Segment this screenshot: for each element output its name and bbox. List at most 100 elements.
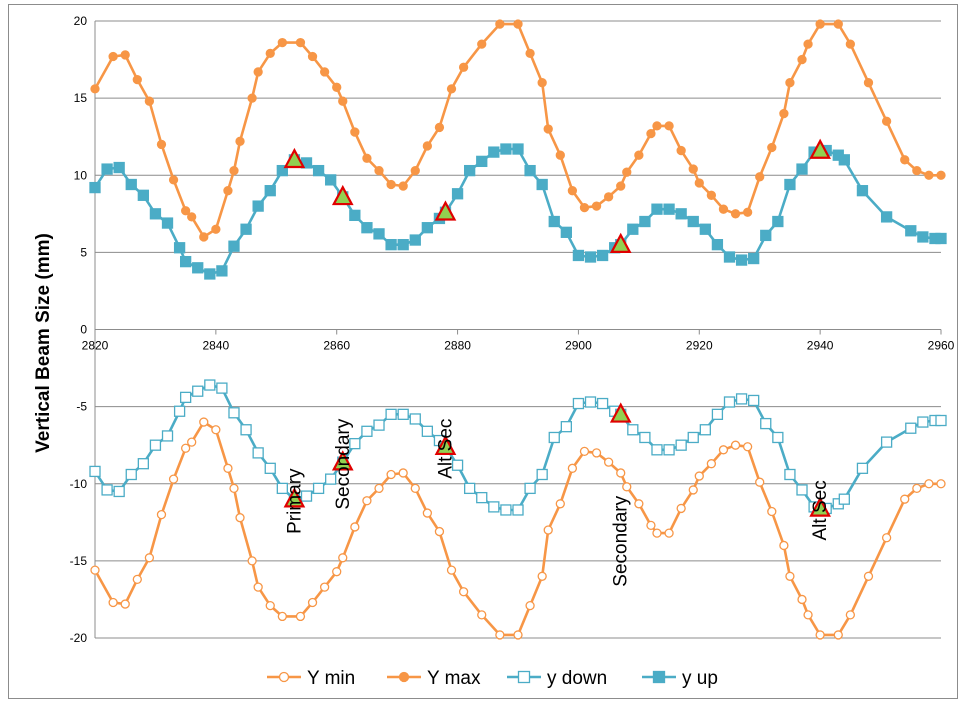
data-point: [373, 419, 385, 431]
x-tick-label: 2920: [686, 339, 713, 353]
data-point: [101, 163, 113, 175]
data-point: [718, 204, 729, 214]
data-point: [880, 436, 893, 448]
data-point: [312, 482, 325, 495]
data-point: [935, 232, 947, 245]
data-point: [512, 504, 524, 516]
triangle-marker: [809, 496, 831, 517]
legend-item-y-up: y up: [642, 668, 718, 689]
data-point: [446, 565, 457, 575]
data-point: [349, 209, 361, 222]
data-point: [332, 567, 342, 577]
data-point: [664, 528, 674, 538]
data-point: [409, 234, 421, 246]
x-tick-label: 2960: [928, 339, 955, 353]
data-point: [524, 164, 536, 177]
y-tick-label: -5: [76, 400, 87, 414]
data-point: [386, 469, 396, 480]
data-point: [374, 483, 384, 494]
data-point: [755, 172, 765, 182]
data-point: [307, 51, 318, 62]
data-point: [784, 178, 796, 191]
data-point: [730, 209, 741, 219]
data-point: [240, 223, 252, 235]
data-point: [477, 610, 487, 620]
data-point: [591, 201, 602, 211]
data-point: [168, 175, 179, 185]
data-point: [180, 443, 191, 453]
data-point: [168, 474, 179, 484]
data-point: [229, 483, 239, 494]
data-point: [760, 417, 772, 430]
triangle-marker: [609, 402, 632, 423]
data-point: [900, 155, 910, 165]
data-point: [536, 178, 548, 191]
data-point: [881, 533, 892, 543]
data-point: [785, 78, 795, 88]
data-point: [735, 254, 748, 266]
data-point: [253, 582, 263, 592]
legend-label: y up: [682, 668, 718, 689]
data-point: [579, 202, 590, 213]
data-point: [265, 600, 275, 611]
series-y-up: [89, 143, 947, 280]
data-point: [223, 186, 233, 196]
data-point: [235, 513, 245, 523]
legend-item-y-down: y down: [507, 668, 607, 689]
data-point: [156, 509, 167, 520]
data-point: [524, 482, 536, 495]
data-point: [838, 493, 850, 505]
data-point: [730, 440, 741, 450]
data-point: [603, 457, 614, 467]
data-point: [845, 39, 856, 49]
data-point: [803, 610, 813, 620]
data-point: [572, 397, 585, 410]
data-point: [319, 582, 330, 592]
data-point: [718, 445, 729, 455]
data-point: [687, 431, 699, 444]
data-point: [488, 501, 500, 513]
legend-label: Y max: [427, 668, 481, 689]
series-y-min: [90, 417, 946, 640]
data-point: [278, 671, 290, 683]
data-point: [500, 143, 512, 155]
data-point: [229, 165, 239, 176]
data-point: [767, 506, 777, 517]
data-point: [517, 670, 531, 684]
data-point: [410, 483, 420, 494]
data-point: [627, 424, 639, 436]
data-point: [639, 431, 651, 444]
x-tick-label: 2880: [444, 339, 471, 353]
data-point: [161, 217, 174, 229]
data-point: [89, 181, 101, 194]
data-point: [603, 192, 614, 202]
data-point: [652, 528, 662, 538]
triangle-marker: [434, 434, 457, 456]
data-point: [525, 600, 535, 611]
data-point: [349, 437, 361, 450]
data-point: [199, 232, 209, 242]
data-point: [845, 610, 856, 620]
data-point: [560, 226, 572, 238]
data-point: [398, 671, 410, 683]
data-point: [833, 19, 843, 29]
data-point: [120, 599, 130, 609]
data-point: [711, 408, 724, 420]
data-point: [687, 215, 699, 228]
data-point: [772, 431, 784, 444]
data-point: [409, 413, 421, 425]
data-point: [924, 479, 934, 489]
data-point: [784, 468, 796, 481]
data-point: [300, 490, 313, 502]
data-point: [277, 37, 287, 48]
data-point: [675, 439, 687, 451]
data-point: [385, 239, 397, 251]
data-point: [723, 251, 736, 263]
data-point: [252, 200, 264, 212]
data-point: [325, 174, 337, 186]
data-point: [627, 223, 639, 235]
data-point: [513, 19, 523, 29]
data-point: [664, 121, 674, 131]
data-point: [192, 262, 204, 274]
data-point: [567, 463, 578, 473]
